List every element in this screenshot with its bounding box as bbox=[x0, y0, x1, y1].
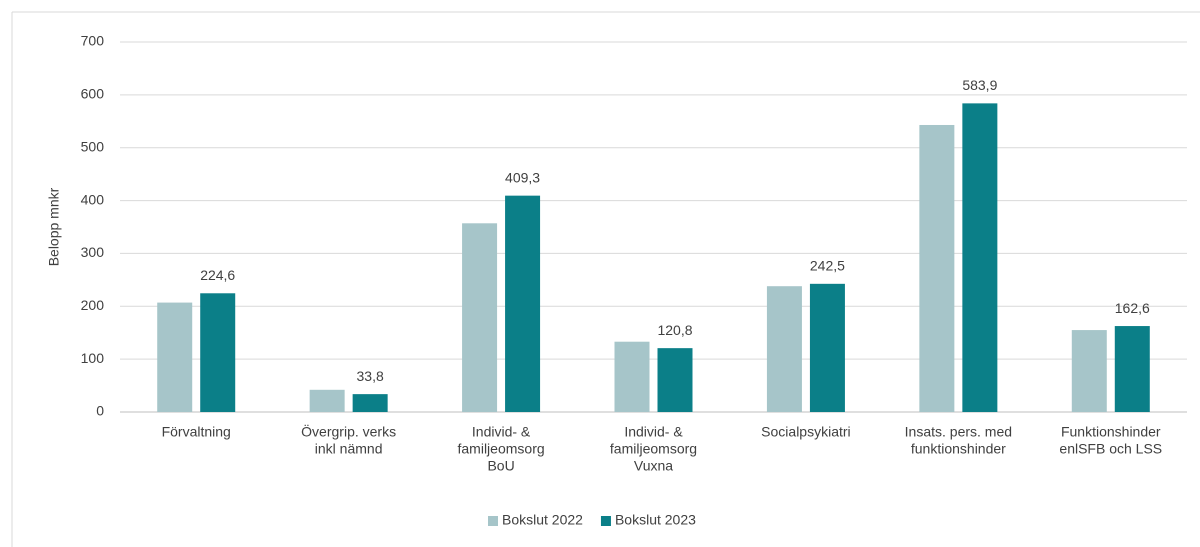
bar bbox=[505, 195, 541, 412]
x-tick-label: Vuxna bbox=[634, 458, 673, 474]
y-tick-label: 300 bbox=[81, 244, 105, 260]
x-tick-label: Övergrip. verks bbox=[301, 423, 396, 440]
legend-label: Bokslut 2022 bbox=[502, 512, 583, 528]
legend-label: Bokslut 2023 bbox=[615, 512, 696, 528]
bar bbox=[157, 302, 193, 412]
data-label: 409,3 bbox=[505, 169, 540, 185]
x-tick-label: familjeomsorg bbox=[610, 441, 697, 457]
bar bbox=[614, 341, 650, 412]
data-label: 242,5 bbox=[810, 258, 845, 274]
y-tick-label: 600 bbox=[81, 86, 105, 102]
x-tick-label: Individ- & bbox=[624, 424, 683, 440]
bar bbox=[766, 286, 802, 412]
x-tick-label: inkl nämnd bbox=[315, 441, 383, 457]
x-tick-label: BoU bbox=[487, 458, 514, 474]
y-tick-label: 400 bbox=[81, 191, 105, 207]
y-axis-label: Belopp mnkr bbox=[46, 187, 62, 266]
x-tick-label: familjeomsorg bbox=[458, 441, 545, 457]
y-tick-label: 200 bbox=[81, 297, 105, 313]
data-label: 162,6 bbox=[1115, 300, 1150, 316]
y-tick-label: 0 bbox=[96, 403, 104, 419]
bar bbox=[309, 389, 345, 412]
bar bbox=[462, 223, 498, 412]
legend-swatch bbox=[488, 516, 498, 526]
x-tick-label: enlSFB och LSS bbox=[1059, 441, 1162, 457]
data-label: 224,6 bbox=[200, 267, 235, 283]
bar bbox=[1071, 330, 1107, 412]
bar bbox=[657, 348, 693, 412]
bar bbox=[1114, 326, 1150, 412]
data-label: 33,8 bbox=[357, 368, 384, 384]
data-label: 120,8 bbox=[657, 322, 692, 338]
legend-swatch bbox=[600, 516, 611, 526]
y-tick-label: 100 bbox=[81, 350, 105, 366]
bar bbox=[200, 293, 236, 412]
data-label: 583,9 bbox=[962, 77, 997, 93]
bar bbox=[919, 124, 955, 412]
bar bbox=[962, 103, 998, 413]
x-tick-label: Socialpsykiatri bbox=[761, 424, 850, 440]
y-tick-label: 700 bbox=[81, 33, 105, 49]
bar bbox=[809, 283, 845, 412]
x-tick-label: Funktionshinder bbox=[1061, 424, 1161, 440]
x-tick-label: funktionshinder bbox=[911, 441, 1006, 457]
bar bbox=[352, 394, 388, 412]
x-tick-label: Förvaltning bbox=[162, 424, 231, 440]
x-tick-label: Individ- & bbox=[472, 424, 531, 440]
x-tick-label: Insats. pers. med bbox=[905, 424, 1012, 440]
y-tick-label: 500 bbox=[81, 138, 105, 154]
